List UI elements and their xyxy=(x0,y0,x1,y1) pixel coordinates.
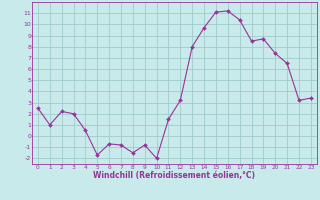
X-axis label: Windchill (Refroidissement éolien,°C): Windchill (Refroidissement éolien,°C) xyxy=(93,171,255,180)
